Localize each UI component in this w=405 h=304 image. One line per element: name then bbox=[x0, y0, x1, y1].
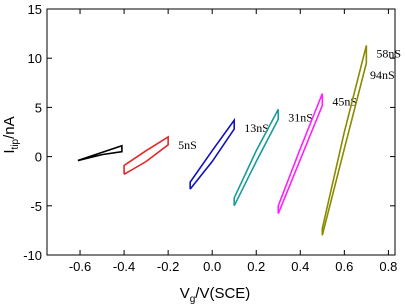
x-tick-label: -0.4 bbox=[113, 259, 135, 274]
y-tick-label: 0 bbox=[35, 150, 42, 165]
y-tick-label: 15 bbox=[28, 2, 42, 17]
x-label-sub: g bbox=[190, 294, 196, 304]
series-label: 5nS bbox=[178, 138, 197, 152]
x-tick-label: 0.6 bbox=[335, 259, 353, 274]
loop-line bbox=[123, 135, 169, 176]
x-tick-label: 0.2 bbox=[247, 259, 265, 274]
x-label-main: V bbox=[180, 285, 190, 302]
y-tick-label: -5 bbox=[30, 199, 42, 214]
x-axis-label: Vg/V(SCE) bbox=[180, 285, 251, 304]
loop-line bbox=[277, 93, 324, 214]
y-label-unit: /nA bbox=[1, 116, 18, 139]
loop-line bbox=[189, 117, 236, 190]
y-label-sub: tip bbox=[10, 138, 21, 149]
loop-line bbox=[321, 45, 368, 236]
x-tick-label: 0.4 bbox=[291, 259, 309, 274]
y-tick-label: -10 bbox=[23, 248, 42, 263]
annotation: 94nS bbox=[370, 68, 395, 82]
x-label-unit: /V(SCE) bbox=[195, 285, 250, 302]
loop-line bbox=[77, 144, 123, 162]
x-tick-label: -0.2 bbox=[157, 259, 179, 274]
series-label: 13nS bbox=[244, 121, 269, 135]
y-tick-label: 10 bbox=[28, 51, 42, 66]
series-label: 58nS bbox=[376, 46, 401, 60]
y-label-main: I bbox=[1, 149, 18, 153]
x-tick-label: 0.8 bbox=[379, 259, 397, 274]
loop-line bbox=[233, 108, 280, 207]
y-tick-label: 5 bbox=[35, 100, 42, 115]
series-label: 31nS bbox=[288, 110, 313, 124]
y-axis-label: Itip/nA bbox=[1, 116, 21, 153]
x-tick-label: 0.0 bbox=[203, 259, 221, 274]
x-tick-label: -0.6 bbox=[69, 259, 91, 274]
plot-frame bbox=[46, 8, 396, 256]
